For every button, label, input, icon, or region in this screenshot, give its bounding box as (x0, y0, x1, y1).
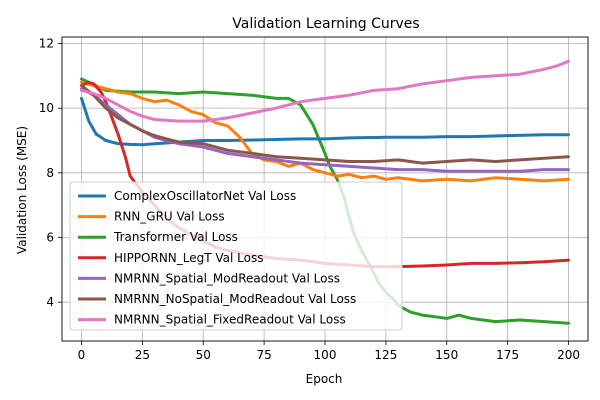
series-line-2 (80, 80, 570, 183)
y-tick-label: 8 (46, 166, 54, 180)
x-axis-label: Epoch (306, 372, 343, 386)
x-tick-label: 200 (557, 348, 580, 362)
y-axis-label: Validation Loss (MSE) (15, 126, 29, 254)
series-line-1 (80, 96, 570, 147)
y-tick-label: 4 (46, 295, 54, 309)
y-tick-label: 10 (39, 101, 54, 115)
x-tick-label: 50 (196, 348, 211, 362)
y-tick-label: 12 (39, 36, 54, 50)
legend-entry: RNN_GRU Val Loss (114, 210, 225, 224)
y-axis-ticks: 4 6 8 10 12 (39, 36, 62, 309)
x-tick-label: 125 (374, 348, 397, 362)
x-tick-label: 150 (435, 348, 458, 362)
x-tick-label: 75 (256, 348, 271, 362)
y-tick-label: 6 (46, 231, 54, 245)
legend-entry: NMRNN_Spatial_ModReadout Val Loss (114, 271, 340, 285)
x-axis-ticks: 0 25 50 75 100 125 150 175 200 (78, 341, 580, 362)
series-line-6 (80, 84, 570, 165)
x-tick-label: 0 (78, 348, 86, 362)
legend: ComplexOscillatorNet Val Loss RNN_GRU Val… (69, 181, 403, 331)
chart-title: Validation Learning Curves (232, 16, 419, 32)
legend-entry: HIPPORNN_LegT Val Loss (114, 251, 264, 265)
legend-entry: ComplexOscillatorNet Val Loss (114, 189, 296, 203)
x-tick-label: 175 (496, 348, 519, 362)
x-tick-label: 25 (135, 348, 150, 362)
legend-entry: Transformer Val Loss (113, 230, 238, 244)
legend-entry: NMRNN_NoSpatial_ModReadout Val Loss (114, 292, 356, 306)
legend-box (69, 181, 403, 331)
plot-frame (61, 36, 589, 342)
legend-entry: NMRNN_Spatial_FixedReadout Val Loss (114, 313, 346, 327)
series-line-7 (80, 59, 570, 123)
x-tick-label: 100 (314, 348, 337, 362)
